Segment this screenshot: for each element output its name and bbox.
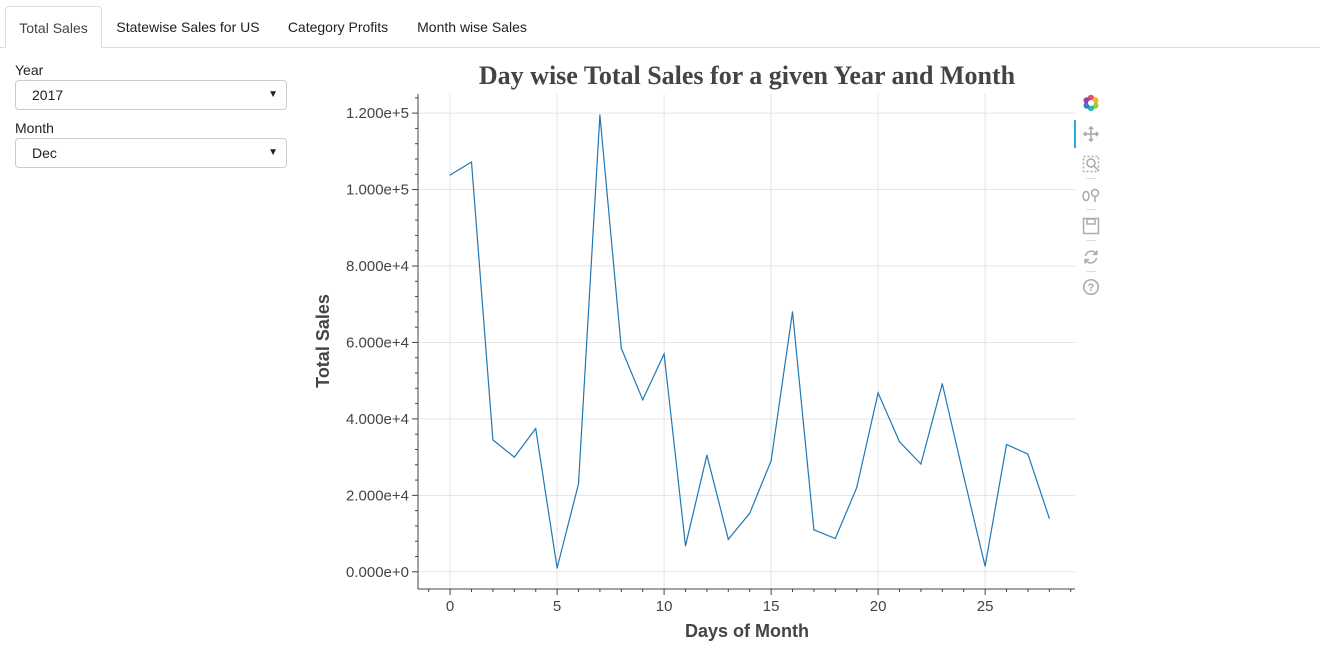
tab-bar: Total Sales Statewise Sales for US Categ… xyxy=(0,0,1320,48)
grid xyxy=(418,94,1075,589)
data-point xyxy=(1048,517,1050,519)
data-point xyxy=(813,529,815,531)
month-select[interactable]: Dec ▼ xyxy=(15,138,287,168)
y-axis-label: Total Sales xyxy=(313,294,333,388)
data-point xyxy=(599,114,601,116)
svg-text:?: ? xyxy=(1088,282,1095,294)
data-point xyxy=(577,483,580,485)
chevron-down-icon: ▼ xyxy=(268,147,278,158)
data-point xyxy=(770,460,772,462)
data-point xyxy=(535,427,537,430)
data-point xyxy=(877,392,879,394)
y-tick-label: 1.000e+5 xyxy=(346,182,409,199)
data-point xyxy=(513,456,515,458)
tab-statewise-sales[interactable]: Statewise Sales for US xyxy=(116,19,260,35)
data-point xyxy=(492,439,494,441)
data-point xyxy=(663,353,665,355)
y-tick-label: 4.000e+4 xyxy=(346,411,409,428)
y-tick-label: 8.000e+4 xyxy=(346,258,409,275)
month-label: Month xyxy=(15,120,54,136)
year-label: Year xyxy=(15,62,44,78)
axes: 0.000e+0 2.000e+4 4.000e+4 6.000e+4 8.000e+4… xyxy=(346,94,1075,615)
series-line xyxy=(449,114,1050,569)
wheel-zoom-icon[interactable] xyxy=(1080,184,1102,206)
active-tool-indicator xyxy=(1074,120,1076,148)
x-tick-label: 20 xyxy=(870,598,887,615)
month-select-value: Dec xyxy=(32,145,57,161)
bokeh-logo-icon[interactable] xyxy=(1080,92,1102,114)
data-point xyxy=(1005,443,1008,446)
chart-title: Day wise Total Sales for a given Year an… xyxy=(479,61,1016,90)
x-tick-label: 10 xyxy=(656,598,673,615)
y-tick-label: 1.200e+5 xyxy=(346,105,409,122)
data-point xyxy=(727,538,729,540)
box-zoom-icon[interactable] xyxy=(1080,153,1102,175)
data-point xyxy=(898,441,901,443)
y-tick-label: 6.000e+4 xyxy=(346,334,409,351)
data-point xyxy=(963,475,965,477)
x-axis-label: Days of Month xyxy=(685,621,809,641)
data-point xyxy=(856,487,858,489)
data-point xyxy=(470,161,473,163)
data-point xyxy=(920,463,922,465)
reset-icon[interactable] xyxy=(1080,246,1102,268)
help-icon[interactable]: ? xyxy=(1080,276,1102,298)
y-tick-label: 2.000e+4 xyxy=(346,487,409,504)
total-sales-line xyxy=(449,114,1050,569)
toolbar-separator xyxy=(1086,178,1096,179)
data-point xyxy=(984,565,986,567)
x-tick-label: 5 xyxy=(553,598,561,615)
data-point xyxy=(749,512,751,514)
data-point xyxy=(642,399,644,401)
sales-line-chart: Day wise Total Sales for a given Year an… xyxy=(313,61,1075,641)
year-select-value: 2017 xyxy=(32,87,64,103)
toolbar-separator xyxy=(1086,209,1096,210)
x-tick-label: 25 xyxy=(977,598,994,615)
x-tick-label: 15 xyxy=(763,598,780,615)
data-point xyxy=(941,383,943,385)
data-points xyxy=(449,114,1050,569)
chart-toolbar: ? xyxy=(1074,90,1108,300)
data-point xyxy=(620,347,622,349)
save-icon[interactable] xyxy=(1080,215,1102,237)
y-tick-label: 0.000e+0 xyxy=(346,564,409,581)
tab-category-profits[interactable]: Category Profits xyxy=(287,19,389,35)
data-point xyxy=(791,311,794,313)
data-point xyxy=(556,567,558,569)
pan-icon[interactable] xyxy=(1080,123,1102,145)
data-point xyxy=(834,537,836,540)
year-select[interactable]: 2017 ▼ xyxy=(15,80,287,110)
tab-total-sales[interactable]: Total Sales xyxy=(5,6,102,48)
data-point xyxy=(684,545,687,547)
data-point xyxy=(1027,453,1029,455)
x-tick-label: 0 xyxy=(446,598,454,615)
toolbar-separator xyxy=(1086,271,1096,272)
toolbar-separator xyxy=(1086,240,1096,241)
data-point xyxy=(706,454,708,456)
data-point xyxy=(449,174,451,176)
chevron-down-icon: ▼ xyxy=(268,89,278,100)
tab-month-wise-sales[interactable]: Month wise Sales xyxy=(417,19,527,35)
